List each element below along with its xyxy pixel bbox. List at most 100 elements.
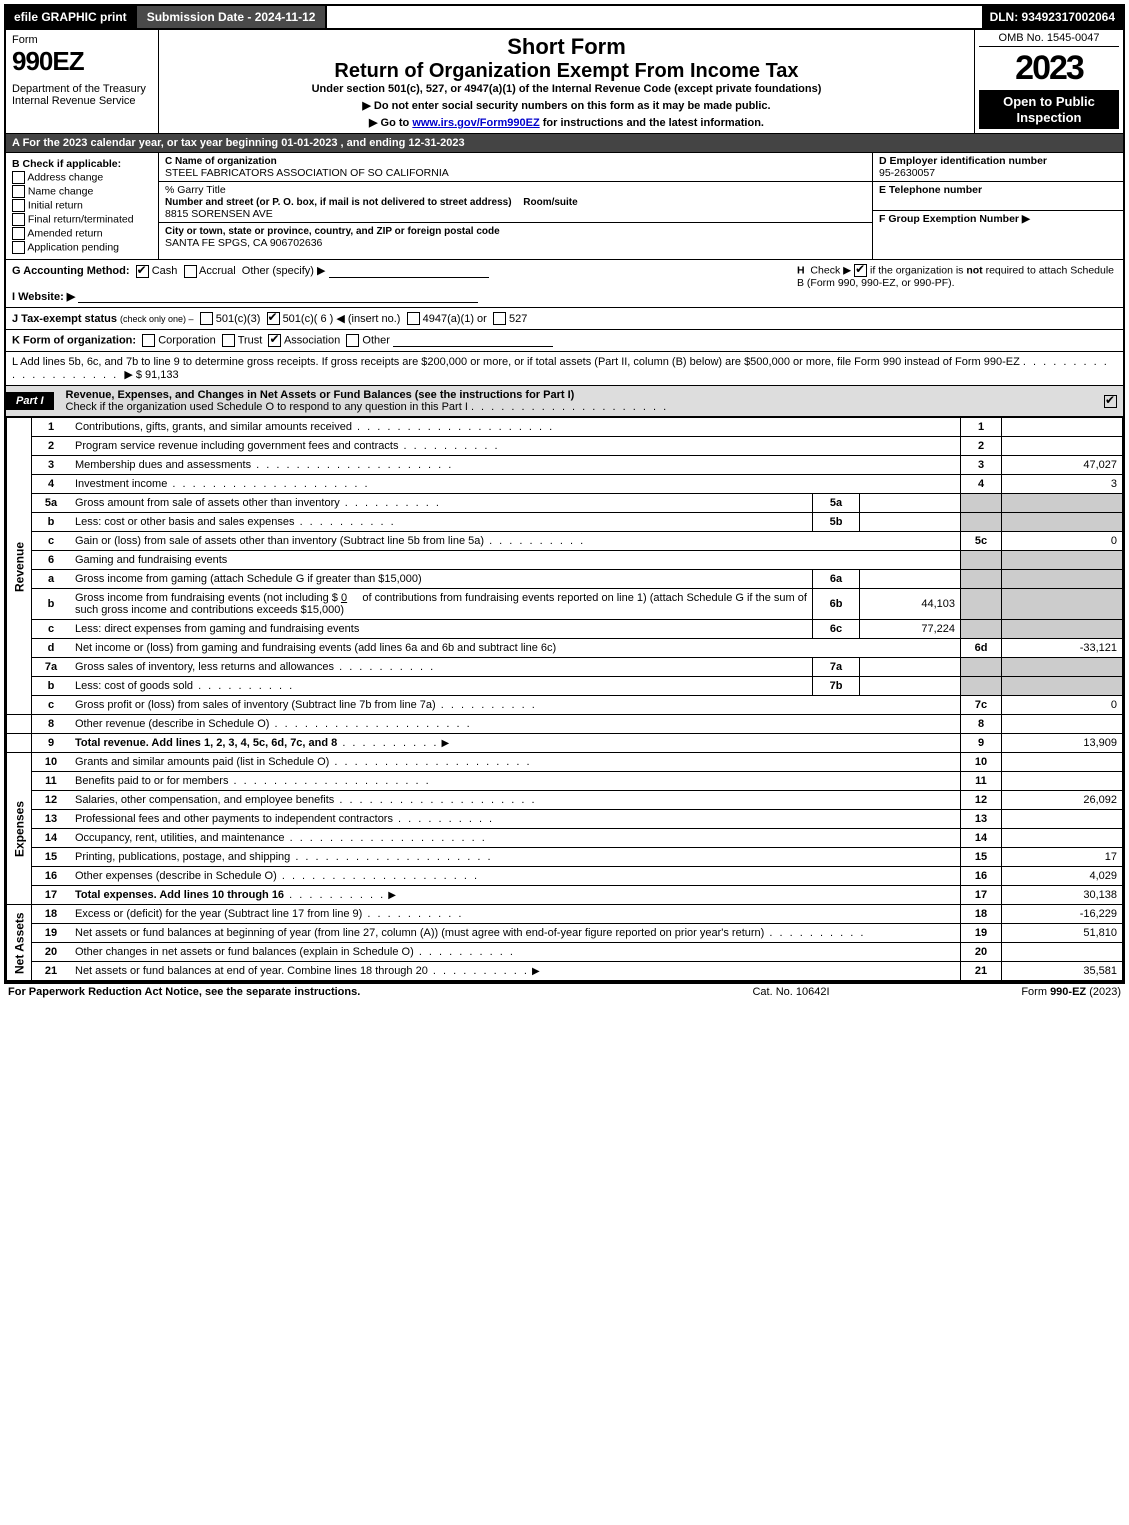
check-address-change[interactable] bbox=[12, 171, 25, 184]
check-trust[interactable] bbox=[222, 334, 235, 347]
table-row: 13 Professional fees and other payments … bbox=[7, 810, 1123, 829]
table-row: 5a Gross amount from sale of assets othe… bbox=[7, 494, 1123, 513]
line-subval bbox=[860, 494, 961, 513]
line-subval bbox=[860, 658, 961, 677]
line-num: a bbox=[32, 570, 71, 589]
line-rnum: 12 bbox=[961, 791, 1002, 810]
check-application-pending[interactable] bbox=[12, 241, 25, 254]
check-schedule-o-part1[interactable] bbox=[1104, 395, 1117, 408]
line-value bbox=[1002, 418, 1123, 437]
opt-501c: 501(c)( 6 ) ◀ (insert no.) bbox=[283, 313, 401, 325]
line-subval bbox=[860, 570, 961, 589]
ein-value: 95-2630057 bbox=[879, 167, 935, 179]
check-name-change[interactable] bbox=[12, 185, 25, 198]
line-desc: Investment income bbox=[70, 475, 961, 494]
opt-address-change: Address change bbox=[27, 171, 103, 183]
line-num: 8 bbox=[32, 715, 71, 734]
line-num: 15 bbox=[32, 848, 71, 867]
part-1-header: Part I Revenue, Expenses, and Changes in… bbox=[6, 386, 1123, 417]
line-rnum: 15 bbox=[961, 848, 1002, 867]
line-desc: Gain or (loss) from sale of assets other… bbox=[70, 532, 961, 551]
room-label: Room/suite bbox=[523, 197, 577, 208]
line-rnum: 13 bbox=[961, 810, 1002, 829]
line-value: 26,092 bbox=[1002, 791, 1123, 810]
opt-cash: Cash bbox=[152, 265, 178, 277]
col-b-label: B Check if applicable: bbox=[12, 158, 121, 170]
line-subval bbox=[860, 677, 961, 696]
line-value: -33,121 bbox=[1002, 639, 1123, 658]
row-j: J Tax-exempt status (check only one) ‒ 5… bbox=[6, 308, 1123, 331]
website-input[interactable] bbox=[78, 290, 478, 303]
line-num: 7a bbox=[32, 658, 71, 677]
check-association[interactable] bbox=[268, 334, 281, 347]
line-subnum: 6c bbox=[813, 620, 860, 639]
line-desc: Contributions, gifts, grants, and simila… bbox=[70, 418, 961, 437]
k-label: K Form of organization: bbox=[12, 335, 136, 347]
line-rnum: 7c bbox=[961, 696, 1002, 715]
line-subnum: 7b bbox=[813, 677, 860, 696]
table-row: b Less: cost of goods sold 7b bbox=[7, 677, 1123, 696]
check-cash[interactable] bbox=[136, 265, 149, 278]
line-rnum: 21 bbox=[961, 962, 1002, 981]
other-org-input[interactable] bbox=[393, 334, 553, 347]
table-row: 2 Program service revenue including gove… bbox=[7, 437, 1123, 456]
side-label-revenue: Revenue bbox=[7, 418, 32, 715]
check-initial-return[interactable] bbox=[12, 199, 25, 212]
top-bar: efile GRAPHIC print Submission Date - 20… bbox=[4, 4, 1125, 30]
i-label: I Website: ▶ bbox=[12, 291, 75, 303]
line-desc: Salaries, other compensation, and employ… bbox=[70, 791, 961, 810]
line-rnum: 18 bbox=[961, 905, 1002, 924]
line-rnum: 3 bbox=[961, 456, 1002, 475]
g-label: G Accounting Method: bbox=[12, 265, 130, 277]
omb-number: OMB No. 1545-0047 bbox=[979, 32, 1119, 47]
section-bcdef: B Check if applicable: Address change Na… bbox=[6, 153, 1123, 260]
table-row: b Gross income from fundraising events (… bbox=[7, 589, 1123, 620]
table-row: 17 Total expenses. Add lines 10 through … bbox=[7, 886, 1123, 905]
table-row: Expenses 10 Grants and similar amounts p… bbox=[7, 753, 1123, 772]
line-desc: Less: direct expenses from gaming and fu… bbox=[70, 620, 813, 639]
line-value: 4,029 bbox=[1002, 867, 1123, 886]
c-label: C Name of organization bbox=[165, 156, 277, 167]
check-accrual[interactable] bbox=[184, 265, 197, 278]
column-b: B Check if applicable: Address change Na… bbox=[6, 153, 159, 259]
check-4947[interactable] bbox=[407, 312, 420, 325]
lines-table: Revenue 1 Contributions, gifts, grants, … bbox=[6, 417, 1123, 981]
opt-4947: 4947(a)(1) or bbox=[423, 313, 487, 325]
line-desc: Professional fees and other payments to … bbox=[70, 810, 961, 829]
line-rnum: 11 bbox=[961, 772, 1002, 791]
efile-print-button[interactable]: efile GRAPHIC print bbox=[6, 6, 137, 28]
check-amended-return[interactable] bbox=[12, 227, 25, 240]
line-desc: Less: cost of goods sold bbox=[70, 677, 813, 696]
other-specify-input[interactable] bbox=[329, 265, 489, 278]
opt-corporation: Corporation bbox=[158, 335, 215, 347]
instruction-1: ▶ Do not enter social security numbers o… bbox=[165, 99, 968, 112]
check-final-return[interactable] bbox=[12, 213, 25, 226]
table-row: b Less: cost or other basis and sales ex… bbox=[7, 513, 1123, 532]
check-schedule-b[interactable] bbox=[854, 264, 867, 277]
line-rnum-grey bbox=[961, 589, 1002, 620]
instr2-post: for instructions and the latest informat… bbox=[540, 117, 764, 129]
footer-paperwork: For Paperwork Reduction Act Notice, see … bbox=[8, 986, 641, 998]
check-other-org[interactable] bbox=[346, 334, 359, 347]
line-desc: Other expenses (describe in Schedule O) bbox=[70, 867, 961, 886]
submission-date-label: Submission Date - 2024-11-12 bbox=[137, 6, 328, 28]
table-row: a Gross income from gaming (attach Sched… bbox=[7, 570, 1123, 589]
check-527[interactable] bbox=[493, 312, 506, 325]
instr2-pre: ▶ Go to bbox=[369, 117, 412, 129]
irs-link[interactable]: www.irs.gov/Form990EZ bbox=[412, 117, 539, 129]
part-1-title: Revenue, Expenses, and Changes in Net As… bbox=[66, 389, 575, 401]
footer-cat-no: Cat. No. 10642I bbox=[641, 986, 941, 998]
check-501c3[interactable] bbox=[200, 312, 213, 325]
line-rnum: 4 bbox=[961, 475, 1002, 494]
line-desc: Gross profit or (loss) from sales of inv… bbox=[70, 696, 961, 715]
line-desc: Other changes in net assets or fund bala… bbox=[70, 943, 961, 962]
line-value-grey bbox=[1002, 620, 1123, 639]
table-row: c Less: direct expenses from gaming and … bbox=[7, 620, 1123, 639]
table-row: 12 Salaries, other compensation, and emp… bbox=[7, 791, 1123, 810]
line-value-grey bbox=[1002, 658, 1123, 677]
table-row: 3 Membership dues and assessments 3 47,0… bbox=[7, 456, 1123, 475]
check-501c[interactable] bbox=[267, 312, 280, 325]
row-l: L Add lines 5b, 6c, and 7b to line 9 to … bbox=[6, 352, 1123, 386]
line-rnum-grey bbox=[961, 620, 1002, 639]
check-corporation[interactable] bbox=[142, 334, 155, 347]
